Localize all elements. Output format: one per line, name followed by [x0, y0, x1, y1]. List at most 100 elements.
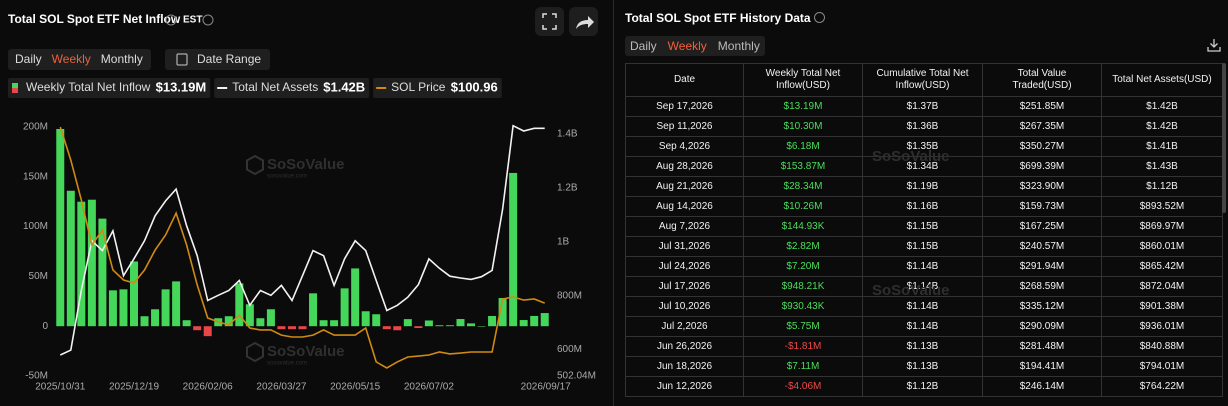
table-cell: $290.09M: [982, 316, 1102, 337]
bar: [119, 289, 128, 327]
legend-item[interactable]: [373, 78, 502, 98]
bar: [456, 319, 465, 327]
bar: [382, 326, 391, 330]
bar: [277, 326, 286, 330]
bar: [319, 320, 328, 327]
table-cell: $291.94M: [982, 256, 1102, 277]
tab[interactable]: Weekly: [667, 39, 707, 53]
line: [59, 126, 545, 369]
table-cell: $1.43B: [1101, 156, 1223, 177]
table-row: Sep 4,2026 $6.18M $1.35B $350.27M $1.41B: [625, 136, 1223, 157]
fullscreen-button[interactable]: [535, 7, 564, 36]
watermark-url: sosovalue.com: [267, 174, 307, 180]
bar: [182, 320, 191, 327]
table-cell: Sep 17,2026: [625, 96, 744, 117]
tab[interactable]: Monthly: [101, 52, 143, 66]
table-cell: Jun 18,2026: [625, 356, 744, 377]
info-icon[interactable]: [202, 14, 214, 26]
calendar-icon: [176, 53, 188, 66]
table-cell: $5.75M: [743, 316, 863, 337]
table-cell: $1.19B: [862, 176, 983, 197]
table-cell: $1.12B: [862, 376, 983, 397]
tab[interactable]: Daily: [630, 39, 657, 53]
table-cell: $1.14B: [862, 296, 983, 317]
y2-tick-label: 800M: [557, 290, 582, 301]
bar: [477, 326, 486, 327]
column-header: Total Value Traded(USD): [982, 63, 1102, 97]
legend-item[interactable]: [214, 78, 370, 98]
table-cell: $1.13B: [862, 356, 983, 377]
table-cell: $1.41B: [1101, 136, 1223, 157]
table-cell: $1.14B: [862, 256, 983, 277]
fullscreen-icon: [542, 13, 557, 30]
bar: [361, 311, 370, 327]
timezone[interactable]: EST: [183, 15, 202, 26]
info-icon[interactable]: [165, 14, 177, 26]
table-row: Jul 17,2026 $948.21K $1.14B $268.59M $872.04…: [625, 276, 1223, 297]
bar: [56, 128, 65, 327]
x-tick-label: 2026/02/06: [183, 382, 233, 393]
table-cell: $948.21K: [743, 276, 863, 297]
table-cell: Aug 7,2026: [625, 216, 744, 237]
date-range-button[interactable]: [165, 49, 270, 70]
table-cell: $1.15B: [862, 216, 983, 237]
download-icon[interactable]: [1207, 38, 1221, 52]
y-tick-label: 150M: [23, 171, 48, 182]
table-cell: Sep 4,2026: [625, 136, 744, 157]
table-cell: $267.35M: [982, 116, 1102, 137]
scrollbar[interactable]: [1222, 63, 1226, 213]
legend-label: SOL Price: [391, 80, 446, 94]
legend-value: $13.19M: [156, 79, 207, 94]
divider: [613, 0, 614, 406]
legend-swatch: [12, 83, 18, 88]
table-cell: $240.57M: [982, 236, 1102, 257]
y2-tick-label: 502.04M: [557, 371, 596, 382]
bar: [161, 289, 170, 327]
table-cell: $930.43K: [743, 296, 863, 317]
table-cell: $764.22M: [1101, 376, 1223, 397]
table-cell: $144.93K: [743, 216, 863, 237]
legend-value: $1.42B: [323, 79, 365, 94]
tab[interactable]: Daily: [15, 52, 42, 66]
tab-group: Daily Weekly Monthly: [625, 36, 765, 56]
bar: [151, 309, 160, 327]
table-container: Date Weekly Total Net Inflow(USD) Cumulati…: [625, 63, 1228, 406]
info-icon[interactable]: [813, 12, 825, 23]
table-cell: $699.39M: [982, 156, 1102, 177]
table-cell: $323.90M: [982, 176, 1102, 197]
history-panel: Total SOL Spot ETF History Data Daily Wee…: [620, 0, 1228, 406]
tab[interactable]: Monthly: [717, 39, 760, 53]
history-table: Date Weekly Total Net Inflow(USD) Cumulati…: [625, 63, 1223, 397]
bar: [414, 326, 423, 329]
table-cell: $865.42M: [1101, 256, 1223, 277]
table-cell: $869.97M: [1101, 216, 1223, 237]
table-cell: $1.13B: [862, 336, 983, 357]
table-cell: $153.87M: [743, 156, 863, 177]
legend-item[interactable]: [8, 78, 211, 98]
table-row: Jun 12,2026 -$4.06M $1.12B $246.14M $764.22M: [625, 376, 1223, 397]
table-cell: $281.48M: [982, 336, 1102, 357]
table-cell: Aug 21,2026: [625, 176, 744, 197]
date-range-label[interactable]: Date Range: [197, 52, 261, 66]
table-cell: $1.42B: [1101, 116, 1223, 137]
tab[interactable]: Weekly: [52, 52, 91, 66]
y-tick-label: 0: [42, 321, 48, 332]
table-row: Jun 26,2026 -$1.81M $1.13B $281.48M $840.88M: [625, 336, 1223, 357]
inflow-chart-panel: Total SOL Spot ETF Net Inflow EST Date R…: [8, 7, 598, 393]
table-cell: -$1.81M: [743, 336, 863, 357]
bar: [256, 318, 265, 327]
x-tick-label: 2025/10/31: [35, 382, 85, 393]
bar: [498, 297, 507, 327]
table-cell: Jun 12,2026: [625, 376, 744, 397]
bar: [140, 316, 149, 327]
table-cell: $901.38M: [1101, 296, 1223, 317]
table-cell: $1.15B: [862, 236, 983, 257]
table-cell: $893.52M: [1101, 196, 1223, 217]
x-tick-label: 2026/05/15: [330, 382, 380, 393]
y2-tick-label: 1.2B: [557, 182, 578, 193]
table-row: Jul 10,2026 $930.43K $1.14B $335.12M $901.38…: [625, 296, 1223, 317]
table-row: Aug 21,2026 $28.34M $1.19B $323.90M $1.12B: [625, 176, 1223, 197]
table-cell: $1.12B: [1101, 176, 1223, 197]
bar: [245, 304, 254, 327]
table-row: Jul 31,2026 $2.82M $1.15B $240.57M $860.01M: [625, 236, 1223, 257]
